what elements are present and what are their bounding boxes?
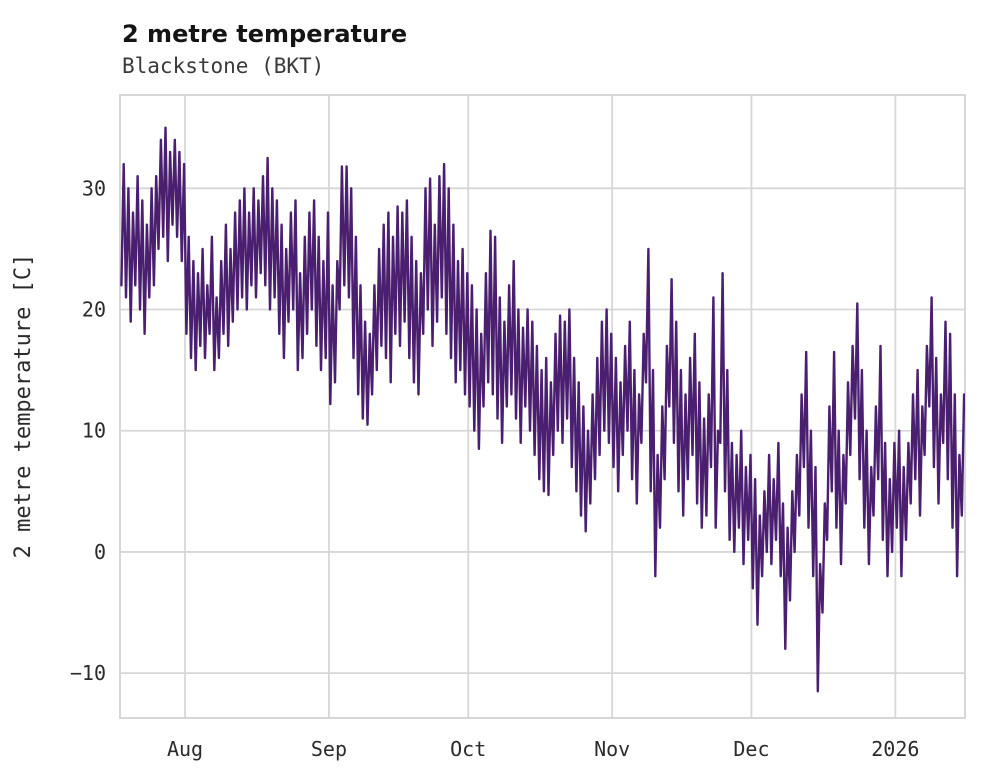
y-tick-label: 10 xyxy=(82,419,106,443)
chart-title: 2 metre temperature xyxy=(122,20,407,48)
y-tick-label: 20 xyxy=(82,298,106,322)
x-tick-label: Aug xyxy=(167,737,203,761)
x-tick-label: Dec xyxy=(733,737,769,761)
x-tick-label: 2026 xyxy=(871,737,919,761)
y-tick-label: −10 xyxy=(70,661,106,685)
temperature-line xyxy=(120,126,965,693)
temperature-series xyxy=(120,126,965,693)
axis-tick-labels: −10 0 10 20 30 Aug Sep Oct Nov Dec 2026 xyxy=(70,176,920,761)
x-tick-label: Nov xyxy=(594,737,630,761)
x-tick-label: Sep xyxy=(311,737,347,761)
y-tick-label: 30 xyxy=(82,176,106,200)
chart-subtitle: Blackstone (BKT) xyxy=(122,54,324,78)
x-tick-label: Oct xyxy=(450,737,486,761)
y-axis-label: 2 metre temperature [C] xyxy=(11,254,36,559)
y-tick-label: 0 xyxy=(94,540,106,564)
